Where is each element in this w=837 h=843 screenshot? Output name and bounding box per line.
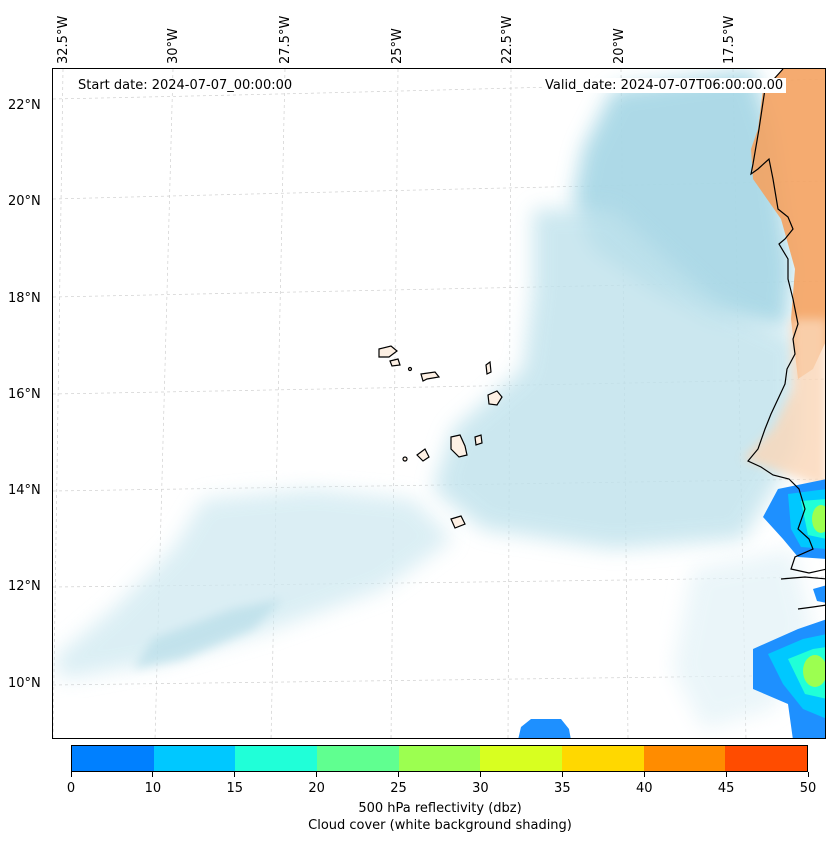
colorbar-tick-label: 35 bbox=[554, 781, 571, 796]
latitude-label: 18°N bbox=[8, 291, 41, 306]
longitude-label: 25°W bbox=[390, 28, 405, 64]
cloud-cover-shading bbox=[53, 69, 813, 729]
colorbar-label-line2: Cloud cover (white background shading) bbox=[308, 818, 572, 833]
colorbar-tick-label: 25 bbox=[390, 781, 407, 796]
colorbar-tick-label: 45 bbox=[717, 781, 735, 796]
longitude-label: 27.5°W bbox=[278, 15, 293, 64]
map-canvas bbox=[53, 69, 825, 738]
colorbar-tick-mark bbox=[234, 772, 236, 777]
reflectivity-cells bbox=[518, 479, 825, 738]
latitude-label: 14°N bbox=[8, 483, 41, 498]
colorbar-tick-label: 30 bbox=[472, 781, 489, 796]
latitude-label: 20°N bbox=[8, 194, 41, 209]
colorbar-tick-label: 20 bbox=[308, 781, 325, 796]
colorbar-tick-mark bbox=[479, 772, 481, 777]
colorbar-segment bbox=[235, 746, 318, 771]
colorbar-tick-label: 40 bbox=[635, 781, 653, 796]
latitude-label: 16°N bbox=[8, 387, 41, 402]
colorbar-segment bbox=[72, 746, 154, 771]
cape-verde-islands bbox=[378, 345, 503, 529]
map-panel bbox=[52, 68, 826, 739]
colorbar-tick-mark bbox=[561, 772, 563, 777]
reflectivity-colorbar bbox=[71, 745, 808, 772]
longitude-label: 22.5°W bbox=[500, 15, 515, 64]
latitude-label: 12°N bbox=[8, 579, 41, 594]
colorbar-segment bbox=[317, 746, 399, 771]
colorbar-tick-mark bbox=[807, 772, 809, 777]
longitude-label: 32.5°W bbox=[56, 15, 71, 64]
start-date-label: Start date: 2024-07-07_00:00:00 bbox=[75, 78, 296, 93]
colorbar-tick-mark bbox=[398, 772, 400, 777]
colorbar-segment bbox=[398, 746, 481, 771]
longitude-label: 20°W bbox=[612, 28, 627, 64]
colorbar-tick-label: 0 bbox=[66, 781, 76, 796]
colorbar-segment bbox=[643, 746, 726, 771]
longitude-label: 17.5°W bbox=[722, 15, 737, 64]
longitude-label: 30°W bbox=[166, 28, 181, 64]
colorbar-tick-mark bbox=[725, 772, 727, 777]
colorbar-tick-label: 10 bbox=[144, 781, 162, 796]
colorbar-tick-label: 50 bbox=[799, 781, 817, 796]
colorbar-tick-mark bbox=[70, 772, 72, 777]
colorbar-segment bbox=[725, 746, 808, 771]
colorbar-segment bbox=[562, 746, 644, 771]
valid-date-label: Valid_date: 2024-07-07T06:00:00.00 bbox=[542, 78, 787, 93]
colorbar-label-line1: 500 hPa reflectivity (dbz) bbox=[358, 801, 522, 816]
colorbar-tick-mark bbox=[316, 772, 318, 777]
colorbar-segment bbox=[480, 746, 563, 771]
latitude-label: 22°N bbox=[8, 98, 41, 113]
land-warm-shading bbox=[743, 69, 825, 489]
coastline bbox=[747, 69, 825, 610]
colorbar-tick-label: 15 bbox=[226, 781, 244, 796]
colorbar-tick-mark bbox=[643, 772, 645, 777]
colorbar-segment bbox=[153, 746, 236, 771]
colorbar-tick-mark bbox=[152, 772, 154, 777]
latitude-label: 10°N bbox=[8, 676, 41, 691]
